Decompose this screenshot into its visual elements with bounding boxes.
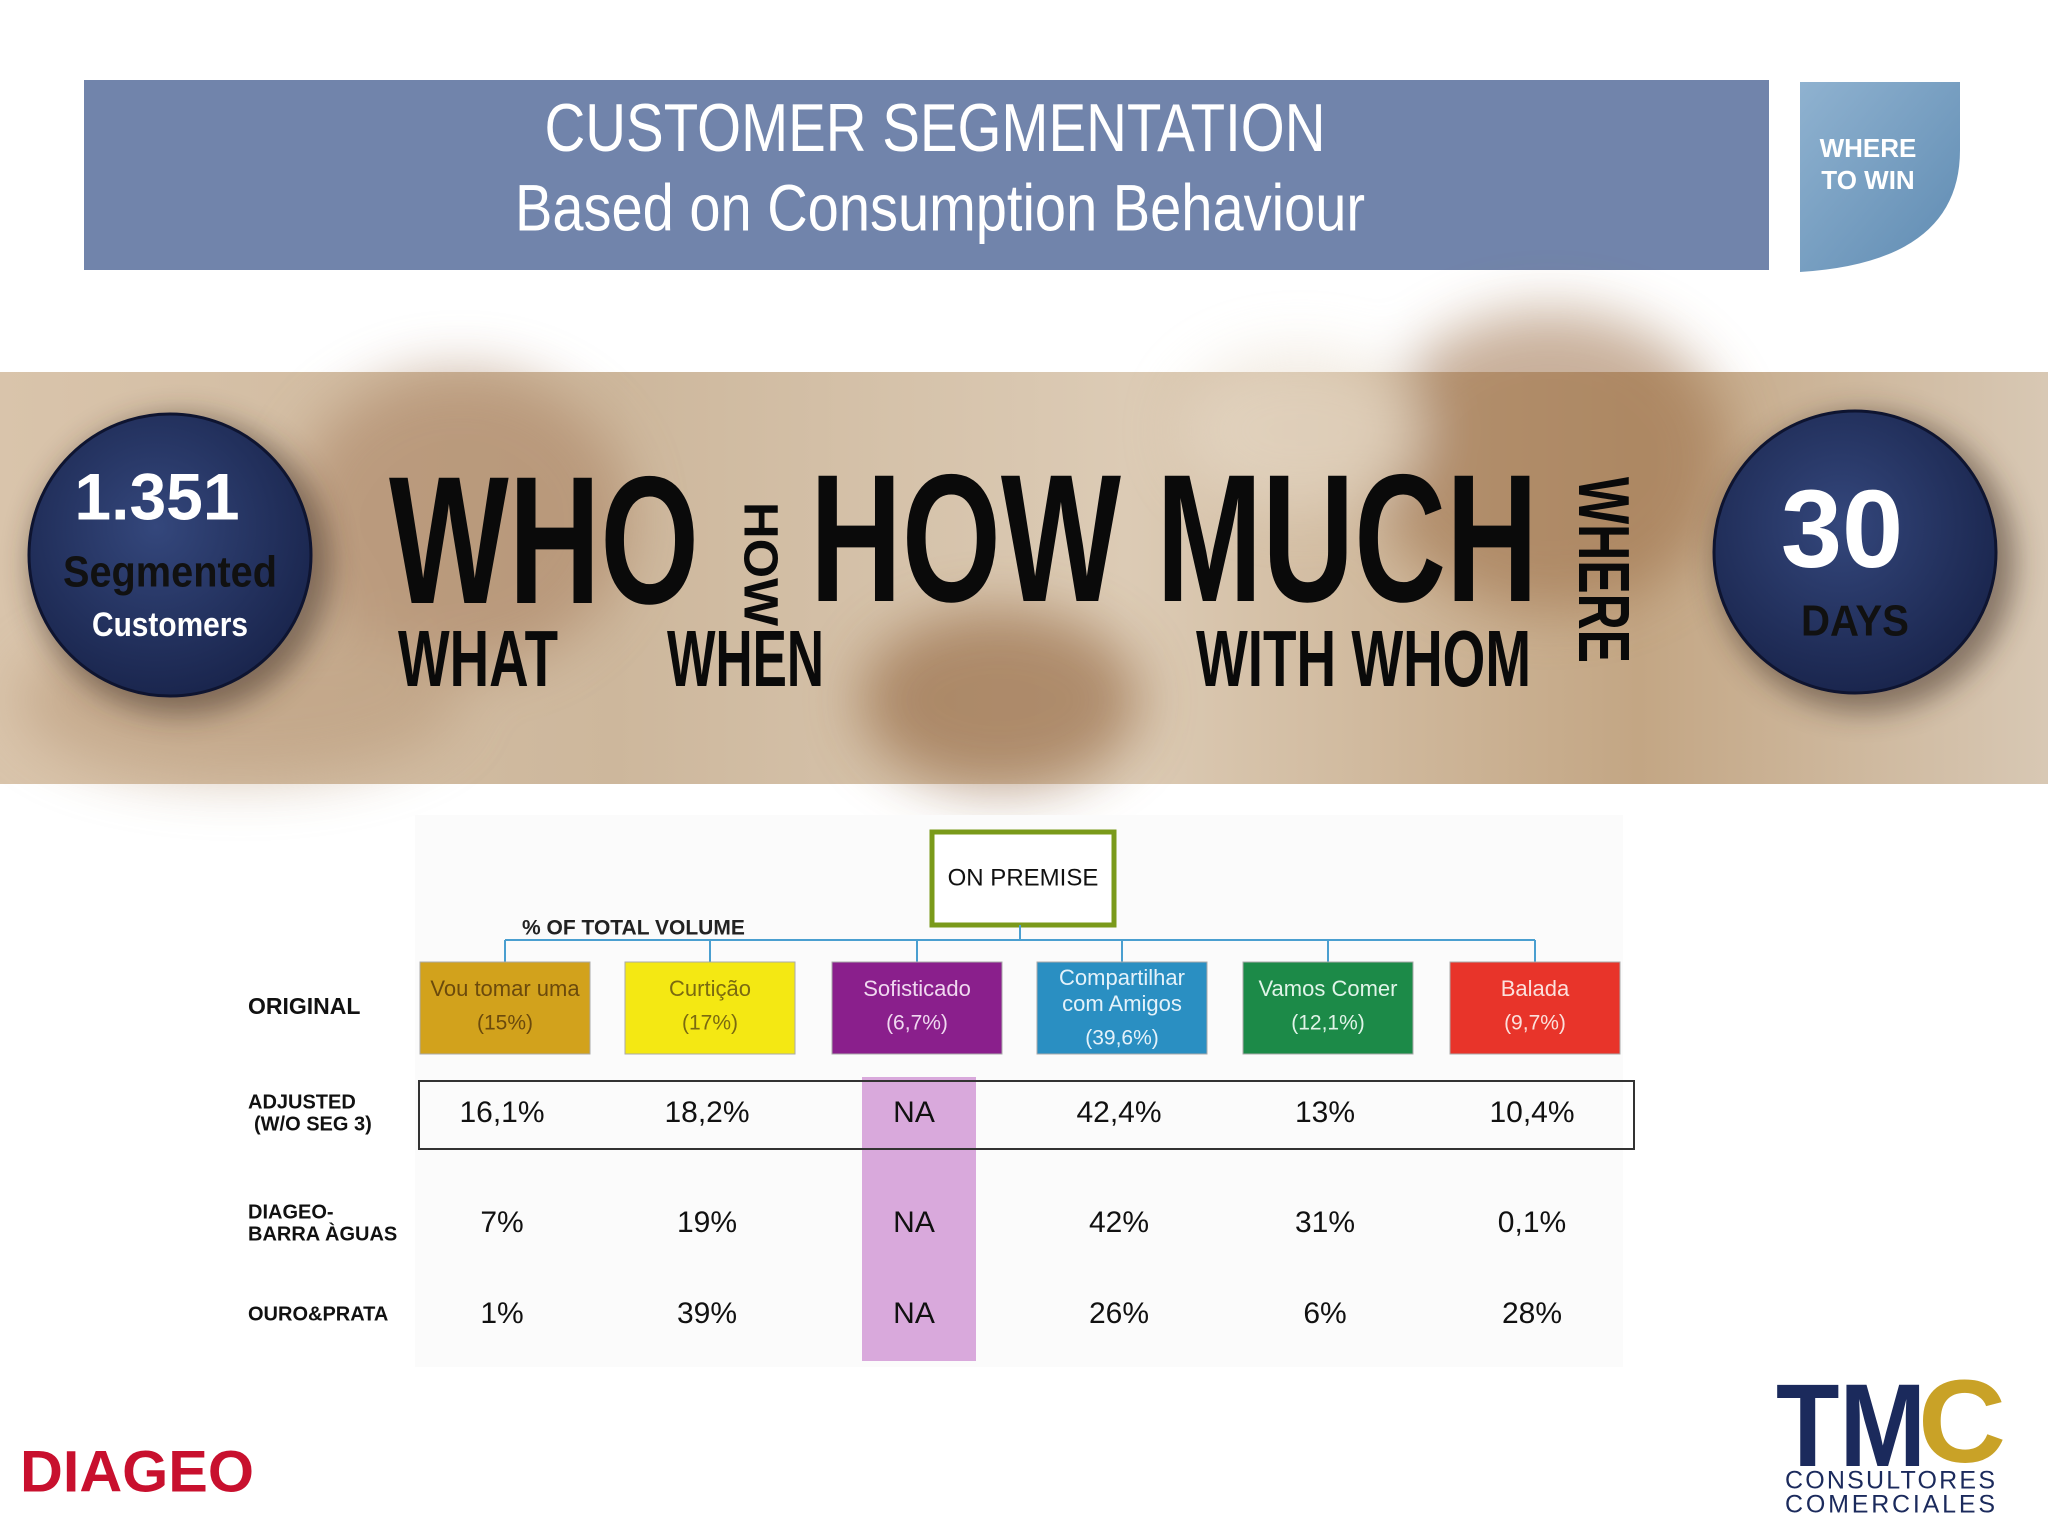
logo-mark: C [1918, 1356, 2006, 1488]
caption: % OF TOTAL VOLUME [522, 917, 745, 940]
group-box [929, 829, 1117, 928]
badge-number: 1.351 [74, 459, 239, 533]
segment-box [419, 961, 591, 1055]
segment-box [1449, 961, 1621, 1055]
badge-text: Customers [92, 606, 248, 644]
cell-value: 42,4% [1076, 1096, 1161, 1129]
na-column [862, 1077, 976, 1361]
segment-name: Curtição [669, 976, 751, 1001]
cell-value: 0,1% [1498, 1206, 1566, 1239]
row-label: OURO&PRATA [248, 1303, 388, 1325]
cell-value: 26% [1089, 1297, 1149, 1330]
cell-value: 10,4% [1489, 1096, 1574, 1129]
left-badge [27, 412, 313, 698]
segment-box [1242, 961, 1414, 1055]
cell-value: NA [893, 1096, 935, 1129]
row-label: BARRA ÀGUAS [248, 1222, 397, 1245]
title: CUSTOMER SEGMENTATION [545, 90, 1326, 166]
segment-name: Sofisticado [863, 976, 971, 1001]
segment-share: (15%) [477, 1012, 533, 1035]
word: WHEN [667, 614, 824, 703]
segment-box [1036, 961, 1208, 1055]
cell-value: NA [893, 1297, 935, 1330]
segment-share: (6,7%) [886, 1012, 948, 1035]
word-vertical: WHERE [1563, 477, 1643, 663]
header-tab [1800, 82, 1960, 272]
cell-value: 18,2% [664, 1096, 749, 1129]
badge-number: 30 [1781, 468, 1903, 591]
segment-share: (12,1%) [1291, 1012, 1365, 1035]
cell-value: 28% [1502, 1297, 1562, 1330]
logo-mark: TM [1776, 1360, 1926, 1492]
segment-box [624, 961, 796, 1055]
subtitle: Based on Consumption Behaviour [515, 170, 1365, 244]
segment-name: com Amigos [1062, 991, 1182, 1016]
tab-label: WHERE [1820, 133, 1917, 163]
tab-label: TO WIN [1821, 165, 1914, 195]
logo: DIAGEO [20, 1439, 254, 1504]
row-label: DIAGEO- [248, 1201, 334, 1223]
adjusted-box [418, 1080, 1635, 1150]
row-label: ADJUSTED [248, 1091, 356, 1113]
segment-name: Balada [1501, 976, 1570, 1001]
cell-value: 31% [1295, 1206, 1355, 1239]
cell-value: 13% [1295, 1096, 1355, 1129]
row-label: (W/O SEG 3) [254, 1113, 372, 1135]
right-badge [1712, 409, 1998, 695]
cell-value: 39% [677, 1297, 737, 1330]
cell-value: 1% [480, 1297, 523, 1330]
word: WHO [389, 438, 699, 642]
header-bar [84, 80, 1769, 270]
segment-name: Vamos Comer [1259, 976, 1398, 1001]
segment-share: (39,6%) [1085, 1027, 1159, 1050]
cell-value: 42% [1089, 1206, 1149, 1239]
word: HOW MUCH [810, 436, 1538, 640]
segment-name: Compartilhar [1059, 965, 1185, 990]
segment-name: Vou tomar uma [430, 976, 580, 1001]
word-vertical: HOW [733, 502, 786, 627]
group-label: ON PREMISE [948, 864, 1099, 891]
cell-value: 6% [1303, 1297, 1346, 1330]
segment-box [831, 961, 1003, 1055]
badge-text: Segmented [63, 548, 277, 597]
badge-text: DAYS [1801, 597, 1909, 646]
logo-text: CONSULTORES [1785, 1467, 1995, 1495]
row-label: ORIGINAL [248, 993, 360, 1019]
word: WHAT [398, 614, 558, 703]
cell-value: 16,1% [459, 1096, 544, 1129]
logo-text: COMERCIALES [1785, 1491, 1995, 1519]
segment-share: (9,7%) [1504, 1012, 1566, 1035]
word: WITH WHOM [1196, 614, 1531, 703]
segment-share: (17%) [682, 1012, 738, 1035]
cell-value: 7% [480, 1206, 523, 1239]
cell-value: NA [893, 1206, 935, 1239]
cell-value: 19% [677, 1206, 737, 1239]
